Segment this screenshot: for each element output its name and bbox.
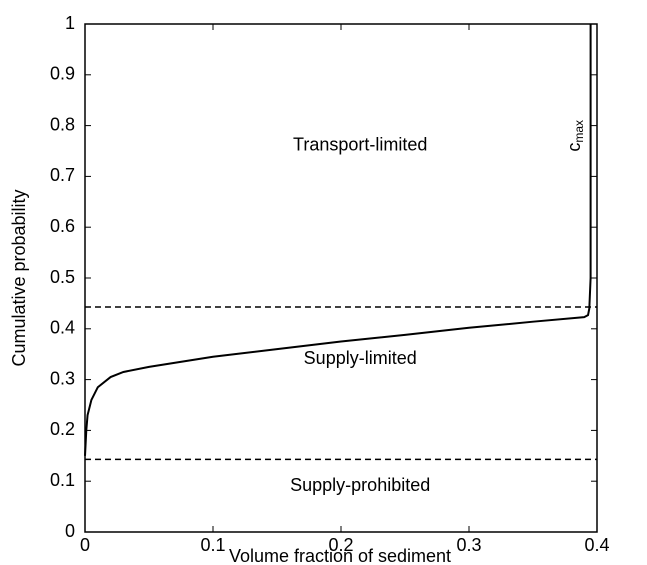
x-tick-label: 0 xyxy=(80,535,90,555)
curve xyxy=(84,24,592,456)
x-tick-label: 0.2 xyxy=(328,535,353,555)
x-tick-label: 0.1 xyxy=(200,535,225,555)
y-tick-label: 1 xyxy=(65,13,75,33)
y-tick-label: 0.5 xyxy=(50,267,75,287)
cmax-symbol: c xyxy=(564,143,584,152)
region-label: Supply-prohibited xyxy=(290,475,430,495)
cmax-subscript: max xyxy=(572,120,586,143)
y-tick-label: 0.8 xyxy=(50,114,75,134)
region-label: Supply-limited xyxy=(304,348,417,368)
x-tick-label: 0.4 xyxy=(584,535,609,555)
y-axis-label: Cumulative probability xyxy=(9,189,29,366)
y-tick-label: 0.6 xyxy=(50,216,75,236)
y-tick-label: 0.3 xyxy=(50,368,75,388)
x-tick-label: 0.3 xyxy=(456,535,481,555)
y-tick-label: 0.4 xyxy=(50,318,75,338)
cmax-label: cmax xyxy=(564,120,586,152)
y-tick-label: 0.7 xyxy=(50,165,75,185)
y-tick-label: 0 xyxy=(65,521,75,541)
x-axis-label: Volume fraction of sediment xyxy=(229,546,451,565)
y-tick-label: 0.1 xyxy=(50,470,75,490)
y-tick-label: 0.2 xyxy=(50,419,75,439)
plot-frame xyxy=(84,23,598,533)
y-tick-label: 0.9 xyxy=(50,64,75,84)
region-label: Transport-limited xyxy=(293,135,427,155)
